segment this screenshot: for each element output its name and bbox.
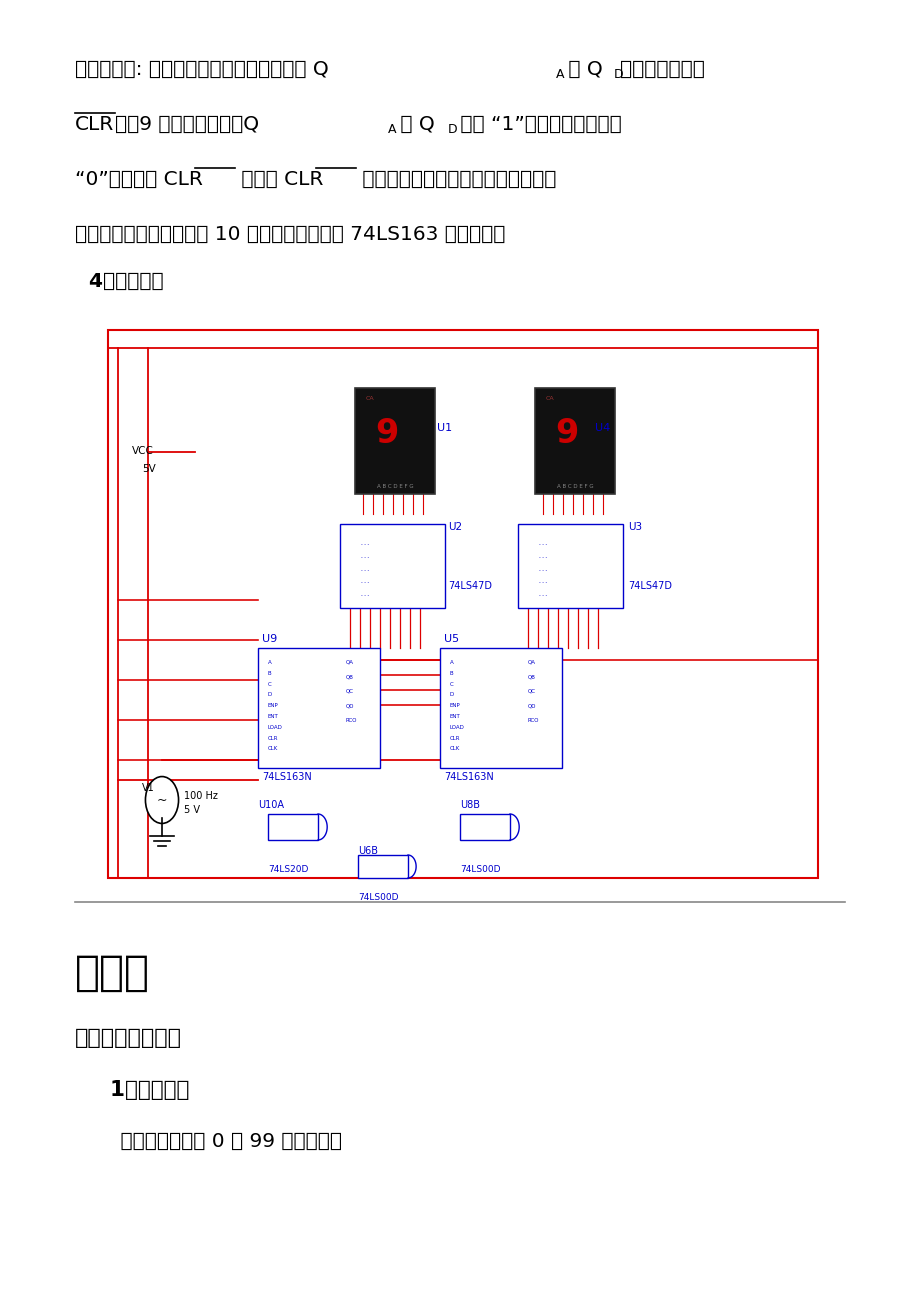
Bar xyxy=(267,814,318,840)
Text: C: C xyxy=(267,681,271,686)
Text: - - -: - - - xyxy=(360,592,369,598)
Text: U5: U5 xyxy=(444,634,459,644)
Text: 100 Hz: 100 Hz xyxy=(184,792,218,801)
Text: ENP: ENP xyxy=(449,703,460,708)
Text: - - -: - - - xyxy=(539,592,547,598)
Text: VCC: VCC xyxy=(131,447,153,456)
Text: QA: QA xyxy=(528,660,535,665)
Text: 74LS00D: 74LS00D xyxy=(460,865,500,874)
Text: - - -: - - - xyxy=(360,568,369,573)
Text: - - -: - - - xyxy=(360,555,369,560)
Text: 第三章: 第三章 xyxy=(75,952,150,993)
Text: QB: QB xyxy=(346,674,353,680)
Bar xyxy=(517,523,622,608)
Text: ，输出接清零段: ，输出接清零段 xyxy=(619,60,704,79)
Text: 74LS00D: 74LS00D xyxy=(357,893,398,902)
Text: QD: QD xyxy=(346,703,354,708)
Text: 器实现方法: 用一个与非门，两个输入取自 Q: 器实现方法: 用一个与非门，两个输入取自 Q xyxy=(75,60,328,79)
Text: CLK: CLK xyxy=(267,746,278,751)
Text: QB: QB xyxy=(528,674,535,680)
Bar xyxy=(535,388,614,493)
Text: A: A xyxy=(388,122,396,135)
Text: CLR: CLR xyxy=(267,736,278,741)
Text: 为同步清零端，此时虽已建立清零信: 为同步清零端，此时虽已建立清零信 xyxy=(356,171,556,189)
Text: V1: V1 xyxy=(142,783,154,793)
Bar xyxy=(460,814,509,840)
Text: U3: U3 xyxy=(628,522,641,533)
Text: QD: QD xyxy=(528,703,536,708)
Text: U9: U9 xyxy=(262,634,277,644)
Bar xyxy=(357,855,407,878)
Text: CLK: CLK xyxy=(449,746,460,751)
Circle shape xyxy=(145,776,178,823)
Text: 9: 9 xyxy=(555,417,578,450)
Text: QC: QC xyxy=(528,689,535,694)
Text: LOAD: LOAD xyxy=(449,725,464,729)
Text: 和 Q: 和 Q xyxy=(562,60,602,79)
Text: 9: 9 xyxy=(375,417,398,450)
Text: - - -: - - - xyxy=(360,581,369,586)
Text: 。当9 个脉冲结束时，Q: 。当9 个脉冲结束时，Q xyxy=(115,115,259,134)
Bar xyxy=(257,648,380,768)
Text: U4: U4 xyxy=(595,423,609,434)
Text: CA: CA xyxy=(365,396,374,401)
Text: A B C D E F G: A B C D E F G xyxy=(376,484,413,490)
Text: RCO: RCO xyxy=(528,717,539,723)
Text: 74LS20D: 74LS20D xyxy=(267,865,308,874)
Text: 74LS163N: 74LS163N xyxy=(444,772,494,783)
Text: D: D xyxy=(448,122,457,135)
Text: CLR: CLR xyxy=(75,115,114,134)
Text: U1: U1 xyxy=(437,423,451,434)
Text: LOAD: LOAD xyxy=(267,725,282,729)
Text: CLR: CLR xyxy=(449,736,460,741)
Text: QA: QA xyxy=(346,660,354,665)
Text: 端，因 CLR: 端，因 CLR xyxy=(234,171,323,189)
Text: - - -: - - - xyxy=(539,568,547,573)
Bar xyxy=(439,648,562,768)
Text: D: D xyxy=(267,693,272,698)
Text: A: A xyxy=(555,68,564,81)
Text: RCO: RCO xyxy=(346,717,357,723)
Text: A: A xyxy=(267,660,271,665)
Text: 都为 “1”，则与非门输出为: 都为 “1”，则与非门输出为 xyxy=(453,115,621,134)
Text: - - -: - - - xyxy=(360,543,369,548)
Text: C: C xyxy=(449,681,453,686)
Text: 74LS47D: 74LS47D xyxy=(628,581,671,591)
Text: 一、实验结果分析: 一、实验结果分析 xyxy=(75,1029,182,1048)
Text: “0”，并加到 CLR: “0”，并加到 CLR xyxy=(75,171,203,189)
Text: U10A: U10A xyxy=(257,799,284,810)
Text: ENT: ENT xyxy=(449,713,460,719)
Text: - - -: - - - xyxy=(539,555,547,560)
Text: D: D xyxy=(613,68,623,81)
Text: U2: U2 xyxy=(448,522,461,533)
Text: 4、电路仿真: 4、电路仿真 xyxy=(75,272,164,292)
Text: ENT: ENT xyxy=(267,713,278,719)
Text: B: B xyxy=(449,671,453,676)
Text: 74LS163N: 74LS163N xyxy=(262,772,312,783)
Text: ENP: ENP xyxy=(267,703,278,708)
Text: B: B xyxy=(267,671,271,676)
Text: 5V: 5V xyxy=(142,464,155,474)
Text: 和 Q: 和 Q xyxy=(393,115,435,134)
Bar xyxy=(340,523,445,608)
Text: ~: ~ xyxy=(156,793,167,806)
Text: 5 V: 5 V xyxy=(184,805,199,815)
Text: D: D xyxy=(449,693,453,698)
Text: A B C D E F G: A B C D E F G xyxy=(556,484,593,490)
Text: A: A xyxy=(449,660,453,665)
Bar xyxy=(108,329,817,878)
Text: U8B: U8B xyxy=(460,799,480,810)
Text: 该设计可以实现 0 到 99 循环计数。: 该设计可以实现 0 到 99 循环计数。 xyxy=(95,1131,342,1151)
Text: - - -: - - - xyxy=(539,543,547,548)
Text: U6B: U6B xyxy=(357,846,378,855)
Text: QC: QC xyxy=(346,689,354,694)
Text: - - -: - - - xyxy=(539,581,547,586)
Text: 74LS47D: 74LS47D xyxy=(448,581,492,591)
Text: 1、设计结果: 1、设计结果 xyxy=(95,1079,189,1100)
Bar xyxy=(355,388,435,493)
Text: 号，但并不执行，只有第 10 个时钟脉冲到来后 74LS163 才被清零。: 号，但并不执行，只有第 10 个时钟脉冲到来后 74LS163 才被清零。 xyxy=(75,225,505,243)
Text: CA: CA xyxy=(545,396,553,401)
